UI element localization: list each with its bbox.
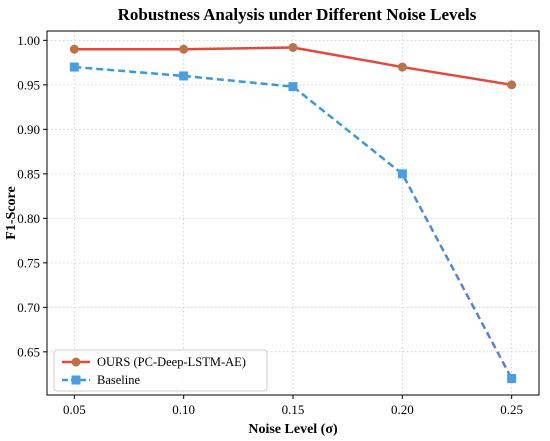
y-tick-label: 0.80 [17,211,40,226]
x-tick-label: 0.05 [63,402,86,417]
y-tick-label: 0.70 [17,300,40,315]
legend-marker-ours [71,357,81,367]
data-point-baseline [288,82,298,92]
grid [47,31,539,395]
y-tick-label: 0.90 [17,122,40,137]
y-tick-label: 0.95 [17,77,40,92]
y-axis-label: F1-Score [4,186,19,239]
data-point-baseline [507,374,517,384]
legend-label-ours: OURS (PC-Deep-LSTM-AE) [97,355,246,369]
y-tick-label: 0.85 [17,166,40,181]
data-point-baseline [179,71,189,81]
chart-title: Robustness Analysis under Different Nois… [118,5,477,24]
data-point-ours [397,62,407,72]
y-axis-ticks: 0.65 0.70 0.75 0.80 0.85 0.90 0.95 1.00 [17,33,47,359]
x-tick-label: 0.10 [172,402,195,417]
legend-box [53,349,268,392]
data-point-baseline [69,62,79,72]
legend-marker-baseline [71,375,81,385]
x-axis-label: Noise Level (σ) [248,422,338,437]
series [69,42,517,384]
y-tick-label: 0.75 [17,255,40,270]
x-tick-label: 0.20 [391,402,414,417]
data-point-ours [179,44,189,54]
legend: OURS (PC-Deep-LSTM-AE) Baseline [53,349,268,392]
data-point-ours [288,42,298,52]
data-point-baseline [397,169,407,179]
data-point-ours [69,44,79,54]
y-tick-label: 1.00 [17,33,40,48]
data-point-ours [507,80,517,90]
legend-label-baseline: Baseline [97,373,140,387]
y-tick-label: 0.65 [17,344,40,359]
x-axis-ticks: 0.05 0.10 0.15 0.20 0.25 [63,395,523,417]
x-tick-label: 0.25 [500,402,523,417]
x-tick-label: 0.15 [282,402,305,417]
